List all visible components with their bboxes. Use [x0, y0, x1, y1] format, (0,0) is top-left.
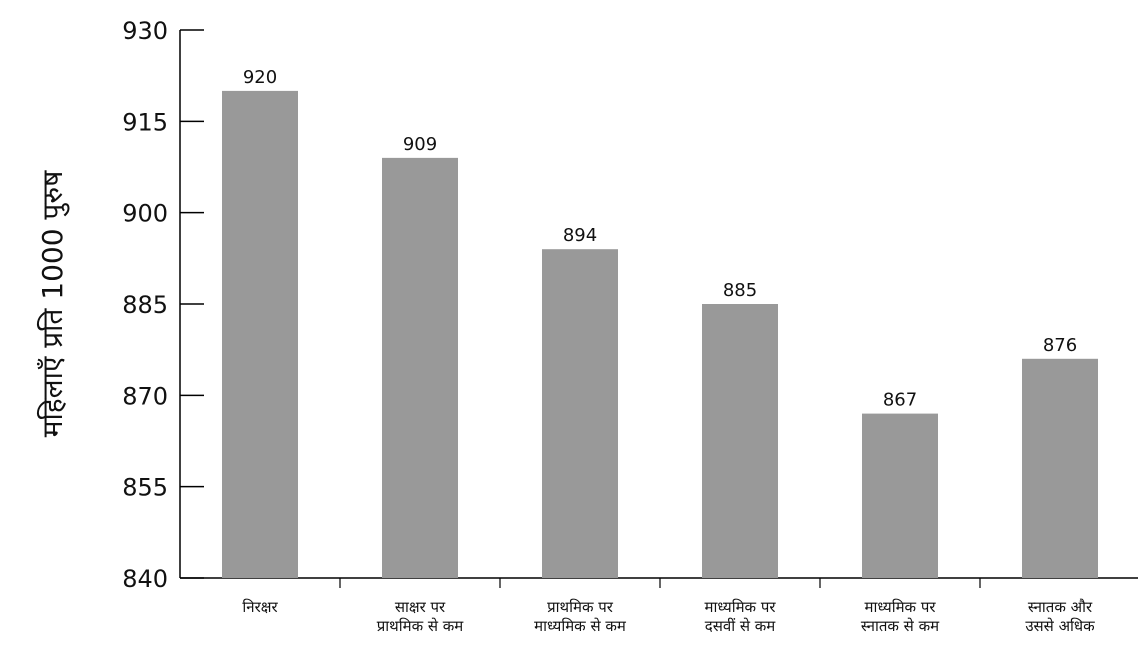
bar-value-label: 876 — [1043, 335, 1077, 356]
bar-value-label: 885 — [723, 280, 757, 301]
bar — [702, 304, 778, 578]
bar — [382, 157, 458, 578]
y-tick-label: 885 — [122, 291, 168, 319]
category-label: माध्यमिक से कम — [534, 617, 627, 635]
category-label: माध्यमिक पर — [705, 598, 777, 616]
bars — [222, 90, 1098, 578]
bar — [222, 90, 298, 578]
category-label: प्राथमिक से कम — [377, 617, 465, 635]
y-tick-label: 930 — [122, 17, 168, 45]
category-label: प्राथमिक पर — [547, 598, 614, 616]
bar-value-label: 894 — [563, 225, 597, 246]
category-label: साक्षर पर — [395, 598, 446, 616]
y-tick-label: 870 — [122, 382, 168, 410]
bar-value-label: 909 — [403, 134, 437, 155]
y-tick-label: 840 — [122, 565, 168, 593]
y-tick-label: 855 — [122, 474, 168, 502]
y-tick-label: 915 — [122, 108, 168, 136]
y-axis-label: महिलाएँ प्रति 1000 पुरुष — [36, 170, 70, 437]
bar — [862, 413, 938, 578]
category-label: दसवीं से कम — [705, 617, 777, 635]
y-tick-label: 900 — [122, 200, 168, 228]
bar — [1022, 358, 1098, 578]
category-label: स्नातक से कम — [861, 617, 940, 635]
category-label: उससे अधिक — [1025, 617, 1095, 635]
category-label: निरक्षर — [242, 598, 278, 616]
category-label: माध्यमिक पर — [865, 598, 937, 616]
category-labels: निरक्षर साक्षर परप्राथमिक से कम प्राथमिक प… — [242, 598, 1095, 635]
bar-value-label: 867 — [883, 390, 917, 411]
x-axis — [180, 577, 1138, 588]
bar-value-label: 920 — [243, 67, 277, 88]
y-axis: 840 855 870 885 900 915 930 — [122, 17, 204, 593]
value-labels: 920 909 894 885 867 876 — [243, 67, 1077, 411]
bar — [542, 249, 618, 578]
category-label: स्नातक और — [1028, 598, 1093, 616]
